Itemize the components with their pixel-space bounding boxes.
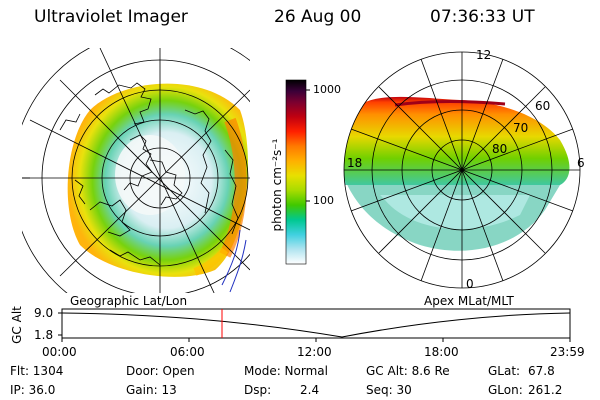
info-dsp-value: 2.4: [300, 383, 320, 397]
altitude-ytick-high: 9.0: [34, 306, 54, 320]
mlat-label-80: 80: [492, 142, 508, 156]
aurora-image-left: [67, 83, 248, 277]
info-mode: Mode: Normal: [244, 364, 328, 378]
info-gc-alt: GC Alt: 8.6 Re: [366, 364, 450, 378]
altitude-curve: [61, 312, 571, 338]
time-display: 07:36:33 UT: [430, 7, 535, 27]
mlat-label-60: 60: [535, 99, 551, 113]
colorbar-unit-label: photon cm⁻²s⁻¹: [270, 138, 284, 232]
info-seq: Seq: 30: [366, 383, 412, 397]
info-dsp-label: Dsp:: [244, 383, 272, 397]
info-gain: Gain: 13: [126, 383, 177, 397]
altitude-xtick-3: 18:00: [424, 345, 459, 359]
mlt-label-18: 18: [347, 156, 363, 170]
info-ip: IP: 36.0: [10, 383, 56, 397]
info-glat-label: GLat:: [488, 364, 521, 378]
date-display: 26 Aug 00: [274, 7, 362, 27]
colorbar-tick-1000: 1000: [313, 83, 341, 96]
geographic-caption: Geographic Lat/Lon: [70, 294, 188, 308]
altitude-xtick-2: 12:00: [297, 345, 332, 359]
app-title: Ultraviolet Imager: [34, 7, 188, 27]
colorbar-gradient: [285, 79, 307, 265]
mlt-label-12: 12: [476, 48, 492, 62]
altitude-ytick-low: 1.8: [34, 328, 54, 342]
apex-caption: Apex MLat/MLT: [424, 294, 514, 308]
mlt-label-6: 6: [577, 156, 585, 170]
info-door: Door: Open: [126, 364, 195, 378]
mlat-label-70: 70: [513, 121, 529, 135]
mlt-label-0: 0: [466, 277, 474, 291]
info-flt: Flt: 1304: [10, 364, 64, 378]
altitude-xtick-0: 00:00: [42, 345, 77, 359]
altitude-ylabel: GC Alt: [10, 306, 24, 344]
altitude-xtick-1: 06:00: [170, 345, 205, 359]
info-glat-value: 67.8: [528, 364, 555, 378]
colorbar-tick-100: 100: [313, 194, 334, 207]
altitude-xtick-4: 23:59: [550, 345, 585, 359]
info-glon-value: 261.2: [528, 383, 563, 397]
info-glon-label: GLon:: [488, 383, 523, 397]
